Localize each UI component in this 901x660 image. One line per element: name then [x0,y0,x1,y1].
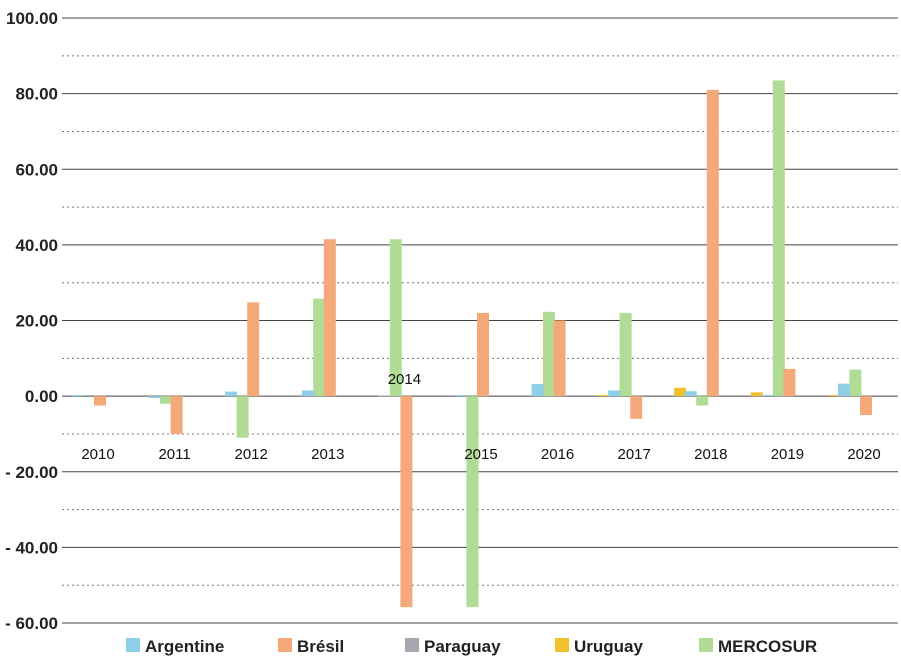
x-tick-label: 2018 [694,446,727,463]
legend-label: Argentine [145,637,224,656]
bar-argentine-2016 [531,384,544,397]
bar-brsil-2014 [400,396,413,608]
legend-swatch [405,638,419,652]
legend-label: Paraguay [424,637,501,656]
bar-mercosur-2010 [160,396,172,404]
x-tick-label: 2015 [464,446,497,463]
bar-mercosur-2014 [466,396,479,608]
bar-mercosur-2018 [772,80,785,397]
bar-mercosur-2012 [313,298,326,397]
legend-swatch [126,638,140,652]
bar-brsil-2016 [553,320,566,397]
bar-mercosur-2016 [619,312,632,397]
bar-uruguay-2018 [750,392,763,397]
legend-swatch [555,638,569,652]
bar-uruguay-2019 [827,394,840,397]
legend: Argentine Brésil Paraguay Uruguay MERCOSUR [126,637,817,656]
bar-brsil-2012 [247,302,260,397]
y-tick-label: - 40.00 [5,538,58,557]
x-tick-label: 2011 [158,446,190,463]
y-tick-label: - 20.00 [5,463,58,482]
bar-mercosur-2015 [543,311,555,397]
legend-label: Brésil [297,637,344,656]
bar-argentine-2018 [684,391,697,397]
x-tick-label: 2020 [847,446,880,463]
x-tick-label: 2010 [81,446,114,463]
bar-argentine-2019 [761,394,774,397]
bar-brsil-2011 [170,396,183,434]
y-tick-label: 100.00 [6,9,58,28]
legend-swatch [278,638,292,652]
bar-mercosur-2017 [696,396,709,406]
bar-uruguay-2016 [597,394,610,397]
x-tick-label: 2017 [618,446,651,463]
bar-argentine-2013 [301,390,314,397]
y-tick-label: - 60.00 [5,614,58,633]
x-tick-label: 2016 [541,446,574,463]
y-axis-ticks: 100.00 80.00 60.00 40.00 20.00 0.00 - 20.00 - 4… [5,9,58,633]
bar-argentine-2010 [72,394,84,397]
bar-brsil-2018 [706,89,719,397]
x-tick-label: 2012 [235,446,268,463]
bar-brsil-2010 [94,396,106,406]
y-tick-label: 60.00 [15,160,58,179]
bar-brsil-2019 [783,368,796,397]
legend-swatch [699,638,713,652]
y-tick-label: 80.00 [15,85,58,104]
y-tick-label: 0.00 [25,387,58,406]
bar-brsil-2013 [323,239,336,397]
x-tick-label: 2013 [311,446,344,463]
bar-argentine-2015 [455,394,467,397]
bar-argentine-2011 [148,396,161,399]
bar-argentine-2014 [378,395,391,397]
legend-label: MERCOSUR [718,637,817,656]
bar-mercosur-2019 [849,369,862,397]
x-axis-ticks: 2010 2011 2012 2013 2014 2015 2016 2017 2018 2019… [81,371,880,463]
y-tick-label: 20.00 [15,312,58,331]
bar-argentine-2012 [225,391,238,397]
bar-argentine-2020 [838,383,850,397]
bar-brsil-2020 [860,396,872,416]
legend-label: Uruguay [574,637,644,656]
bar-argentine-2017 [608,390,621,397]
bar-brsil-2017 [630,396,643,419]
bar-brsil-2015 [477,312,489,397]
x-tick-label: 2014 [388,371,421,388]
bar-mercosur-2013 [389,239,402,397]
y-tick-label: 40.00 [15,236,58,255]
x-tick-label: 2019 [771,446,804,463]
bars [72,80,872,608]
bar-uruguay-2017 [674,387,687,397]
bar-mercosur-2011 [236,396,249,438]
